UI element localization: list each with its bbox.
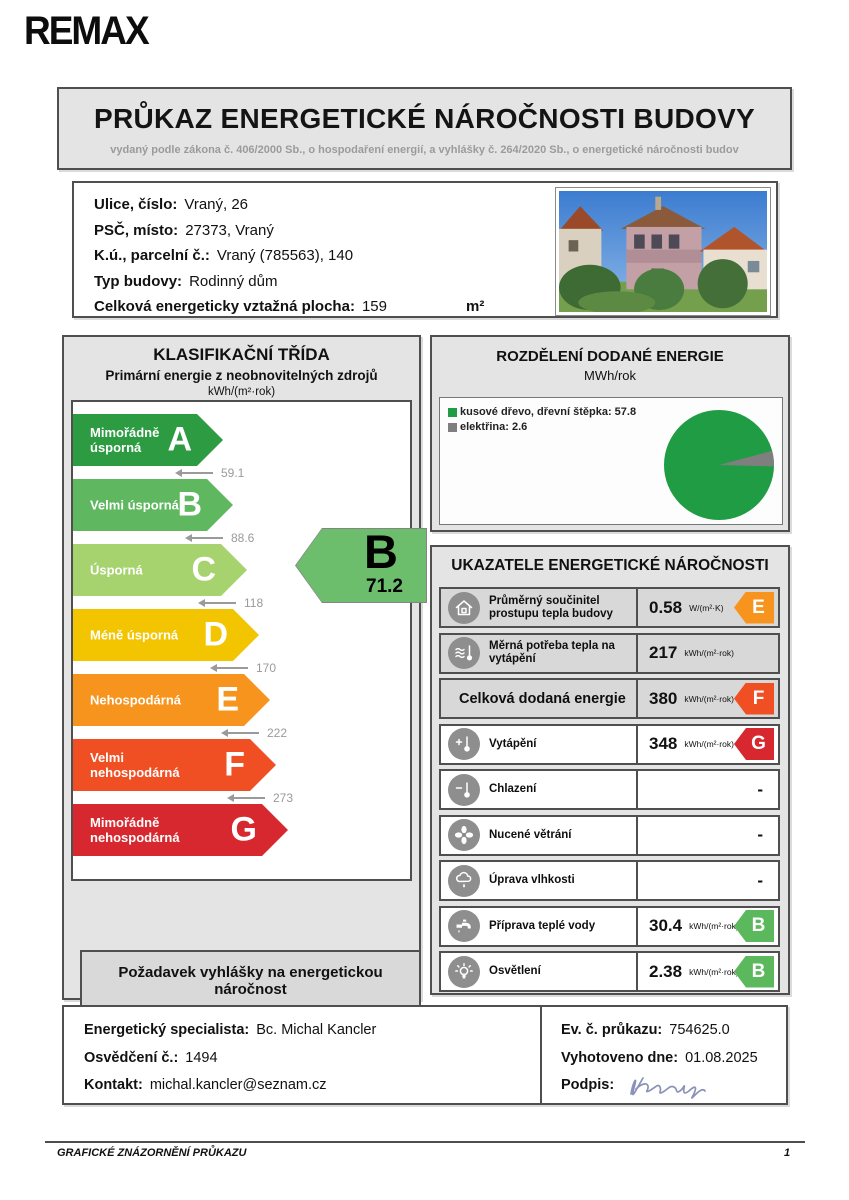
area-unit: m²	[466, 298, 485, 316]
rating-arrow: B 71.2	[295, 528, 427, 603]
legend-swatch-electricity	[448, 423, 457, 432]
footer-row: Podpis:	[561, 1072, 758, 1100]
hot-water-icon	[448, 910, 480, 942]
class-band-d: Méně úsporná D	[73, 609, 259, 661]
left-arrow-icon	[227, 793, 265, 802]
building-photo	[555, 187, 771, 316]
building-photo-illustration	[559, 191, 767, 312]
indicators-title: UKAZATELE ENERGETICKÉ NÁROČNOSTI	[451, 557, 769, 574]
footer-row: Ev. č. průkazu: 754625.0	[561, 1022, 730, 1038]
indicator-row-humidity: Úprava vlhkosti -	[439, 860, 780, 901]
house-icon	[448, 591, 480, 624]
indicators-box: UKAZATELE ENERGETICKÉ NÁROČNOSTI Průměrn…	[430, 545, 790, 995]
band-boundary: 222	[73, 726, 410, 740]
legend-item: kusové dřevo, dřevní štěpka: 57.8	[448, 405, 636, 420]
energy-split-box: ROZDĚLENÍ DODANÉ ENERGIE MWh/rok kusové …	[430, 335, 790, 532]
specialist-info: Energetický specialista: Bc. Michal Kancl…	[84, 1017, 376, 1100]
classification-subtitle: Primární energie z neobnovitelných zdroj…	[105, 368, 378, 383]
heating-icon	[448, 728, 480, 760]
band-boundary: 118	[73, 596, 410, 610]
title-box: PRŮKAZ ENERGETICKÉ NÁROČNOSTI BUDOVY vyd…	[57, 87, 792, 170]
certificate-info: Ev. č. průkazu: 754625.0 Vyhotoveno dne: 0…	[561, 1017, 758, 1100]
left-arrow-icon	[221, 728, 259, 737]
class-band-b: Velmi úsporná B	[73, 479, 233, 531]
class-band-c: Úsporná C	[73, 544, 247, 596]
indicator-row-heating: Vytápění 348 kWh/(m²·rok) G	[439, 723, 780, 765]
energy-split-unit: MWh/rok	[584, 368, 636, 383]
page-number: 1	[784, 1147, 791, 1159]
grade-badge: E	[734, 591, 774, 624]
band-boundary: 170	[73, 661, 410, 675]
footer-row: Osvědčení č.: 1494	[84, 1049, 218, 1066]
footer-caption: GRAFICKÉ ZNÁZORNĚNÍ PRŮKAZU	[57, 1147, 247, 1159]
class-band-e: Nehospodárná E	[73, 674, 270, 726]
footer-divider	[540, 1005, 542, 1105]
heating-demand-icon	[448, 637, 480, 669]
left-arrow-icon	[175, 468, 213, 477]
specialist-box: Energetický specialista: Bc. Michal Kancl…	[62, 1005, 788, 1105]
building-row: PSČ, místo: 27373, Vraný	[94, 221, 274, 239]
indicator-row-cooling: Chlazení -	[439, 769, 780, 810]
class-band-f: Velmi nehospodárná F	[73, 739, 276, 791]
classification-box: KLASIFIKAČNÍ TŘÍDA Primární energie z ne…	[62, 335, 427, 1057]
footer-row: Energetický specialista: Bc. Michal Kancl…	[84, 1022, 377, 1038]
footer-row: Kontakt: michal.kancler@seznam.cz	[84, 1077, 327, 1093]
classification-scale: Mimořádně úsporná A 59.1 Velmi úsporná B…	[71, 400, 427, 1057]
classification-unit: kWh/(m²·rok)	[207, 386, 276, 398]
left-arrow-icon	[185, 533, 223, 542]
building-row: Ulice, číslo: Vraný, 26	[94, 196, 249, 213]
pie-legend: kusové dřevo, dřevní štěpka: 57.8 elektř…	[448, 405, 636, 435]
signature	[630, 1077, 706, 1099]
remax-logo: REMAX	[24, 8, 150, 53]
building-info-rows: Ulice, číslo: Vraný, 26 PSČ, místo: 27373,…	[94, 192, 554, 320]
classification-title: KLASIFIKAČNÍ TŘÍDA	[153, 345, 330, 364]
building-info-box: Ulice, číslo: Vraný, 26 PSČ, místo: 27373,…	[72, 181, 778, 318]
page-subtitle: vydaný podle zákona č. 406/2000 Sb., o h…	[110, 144, 739, 156]
building-row: Celková energeticky vztažná plocha: 159 m²	[94, 294, 554, 320]
grade-badge: G	[734, 728, 774, 760]
humidity-icon	[448, 864, 480, 897]
indicator-row-hot-water: Příprava teplé vody 30.4 kWh/(m²·rok) B	[439, 905, 780, 947]
lighting-icon	[448, 955, 480, 988]
pie-chart	[664, 410, 775, 520]
indicator-row-heat-demand: Měrná potřeba tepla na vytápění 217 kWh/…	[439, 632, 780, 674]
legend-item: elektřina: 2.6	[448, 420, 636, 435]
indicator-row-ventilation: Nucené větrání -	[439, 814, 780, 856]
footer-rule	[45, 1141, 805, 1143]
band-boundary: 273	[73, 791, 410, 805]
indicators-table: Průměrný součinitel prostupu tepla budov…	[439, 587, 780, 997]
band-boundary: 59.1	[73, 466, 410, 480]
requirement-title: Požadavek vyhlášky na energetickou nároč…	[82, 952, 419, 1024]
pie-chart-panel: kusové dřevo, dřevní štěpka: 57.8 elektř…	[439, 397, 783, 525]
grade-badge: B	[734, 955, 774, 988]
ventilation-fan-icon	[448, 819, 480, 851]
energy-split-title: ROZDĚLENÍ DODANÉ ENERGIE	[496, 348, 724, 365]
building-row: Typ budovy: Rodinný dům	[94, 272, 278, 290]
class-band-a: Mimořádně úsporná A	[73, 414, 223, 466]
class-band-g: Mimořádně nehospodárná G	[73, 804, 288, 856]
indicator-row-heat-transfer: Průměrný součinitel prostupu tepla budov…	[439, 587, 780, 628]
grade-badge: F	[734, 682, 774, 715]
cooling-icon	[448, 773, 480, 806]
building-row: K.ú., parcelní č.: Vraný (785563), 140	[94, 247, 354, 265]
page-title: PRŮKAZ ENERGETICKÉ NÁROČNOSTI BUDOVY	[93, 103, 756, 134]
legend-swatch-wood	[448, 408, 457, 417]
grade-badge: B	[734, 910, 774, 942]
indicator-row-total-energy: Celková dodaná energie 380 kWh/(m²·rok) …	[439, 678, 780, 719]
rating-letter: B	[364, 525, 398, 578]
footer-row: Vyhotoveno dne: 01.08.2025	[561, 1049, 758, 1066]
indicator-row-lighting: Osvětlení 2.38 kWh/(m²·rok) B	[439, 951, 780, 992]
left-arrow-icon	[210, 663, 248, 672]
left-arrow-icon	[198, 598, 236, 607]
band-boundary: 88.6	[73, 531, 410, 545]
rating-value: 71.2	[366, 576, 403, 597]
